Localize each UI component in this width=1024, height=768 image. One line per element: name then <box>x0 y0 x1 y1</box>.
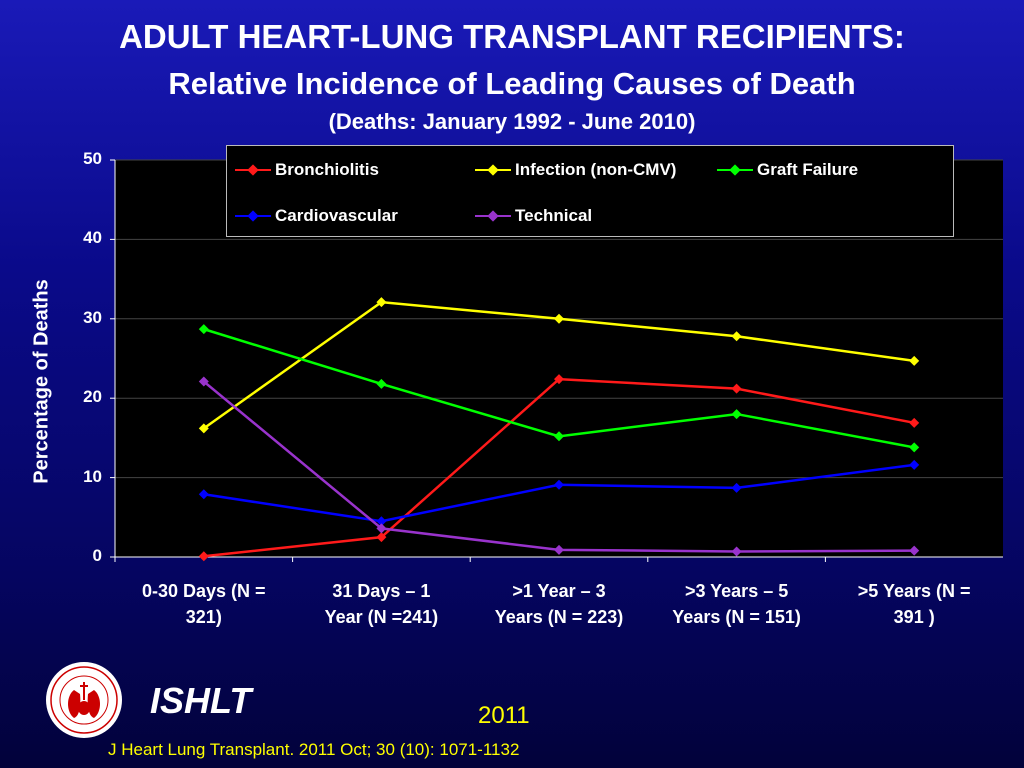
data-point <box>554 374 564 385</box>
x-tick-label: 0-30 Days (N = 321) <box>142 581 266 627</box>
data-point <box>376 516 387 527</box>
legend-label: Bronchiolitis <box>275 160 379 179</box>
citation: J Heart Lung Transplant. 2011 Oct; 30 (1… <box>108 740 520 759</box>
y-axis-label: Percentage of Deaths <box>30 279 53 484</box>
legend-label: Graft Failure <box>757 160 859 179</box>
y-tick-label: 20 <box>83 387 102 407</box>
data-point <box>198 324 209 335</box>
data-point <box>909 355 920 366</box>
data-point <box>731 546 742 557</box>
ishlt-logo-icon <box>46 662 122 738</box>
data-point <box>909 459 920 470</box>
data-point <box>198 551 209 562</box>
data-point <box>731 383 742 394</box>
legend-marker <box>487 164 499 176</box>
y-tick-label: 10 <box>83 466 102 486</box>
x-tick-label: 31 Days – 1 Year (N =241) <box>324 581 439 627</box>
data-point <box>554 544 564 555</box>
data-point <box>376 532 387 543</box>
legend-label: Cardiovascular <box>275 206 398 225</box>
date-range: (Deaths: January 1992 - June 2010) <box>328 109 696 134</box>
data-point <box>198 423 209 434</box>
legend-label: Infection (non-CMV) <box>515 160 677 179</box>
legend-marker <box>247 164 259 176</box>
data-point <box>731 482 742 493</box>
y-tick-label: 40 <box>83 228 102 248</box>
legend-marker <box>487 210 499 222</box>
data-point <box>554 431 564 442</box>
data-point <box>731 331 742 342</box>
legend-marker <box>729 164 741 176</box>
page-title: ADULT HEART-LUNG TRANSPLANT RECIPIENTS: <box>119 18 905 55</box>
legend-label: Technical <box>515 206 593 225</box>
org-name: ISHLT <box>150 680 252 721</box>
data-point <box>909 545 920 556</box>
data-point <box>554 479 564 490</box>
data-point <box>376 297 387 308</box>
x-tick-label: >3 Years – 5 Years (N = 151) <box>672 581 801 627</box>
data-point <box>198 489 209 500</box>
x-tick-label: >5 Years (N = 391 ) <box>857 581 971 627</box>
data-point <box>376 523 387 534</box>
data-point <box>909 417 920 428</box>
data-point <box>198 376 209 387</box>
y-tick-label: 50 <box>83 149 102 168</box>
legend-marker <box>247 210 259 222</box>
data-point <box>376 378 387 389</box>
data-point <box>554 313 564 324</box>
chart-legend: Bronchiolitis Infection (non-CMV) Graft Fa… <box>226 145 954 237</box>
x-tick-label: >1 Year – 3 Years (N = 223) <box>494 581 624 627</box>
y-tick-label: 0 <box>92 546 102 565</box>
year-label: 2011 <box>478 702 530 729</box>
y-tick-label: 30 <box>83 307 102 327</box>
chart-subtitle: Relative Incidence of Leading Causes of … <box>168 66 856 101</box>
data-point <box>731 409 742 420</box>
data-point <box>909 442 920 453</box>
